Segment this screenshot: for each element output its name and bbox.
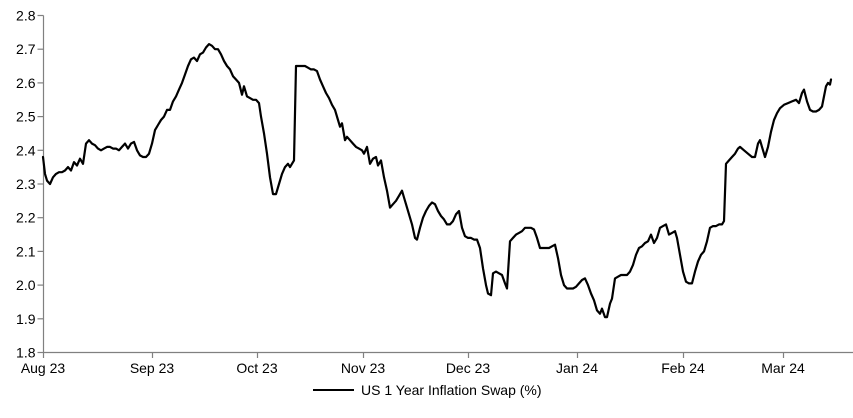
legend-line-icon <box>313 389 354 391</box>
y-tick-label: 1.8 <box>16 345 36 361</box>
legend: US 1 Year Inflation Swap (%) <box>313 382 542 398</box>
y-tick-label: 2.6 <box>16 75 36 91</box>
y-tick-label: 2.1 <box>16 243 36 259</box>
y-tick-label: 2.2 <box>16 210 36 226</box>
y-tick-label: 2.4 <box>16 142 36 158</box>
x-tick-label: Oct 23 <box>236 360 277 376</box>
legend-label: US 1 Year Inflation Swap (%) <box>361 382 542 398</box>
y-tick-label: 2.7 <box>16 41 36 57</box>
x-tick-label: Sep 23 <box>130 360 175 376</box>
x-tick-label: Feb 24 <box>661 360 705 376</box>
y-tick-label: 2.0 <box>16 277 36 293</box>
x-tick-label: Dec 23 <box>446 360 491 376</box>
y-tick-label: 2.5 <box>16 109 36 125</box>
y-tick-label: 2.3 <box>16 176 36 192</box>
x-tick-label: Jan 24 <box>556 360 598 376</box>
y-tick-label: 1.9 <box>16 311 36 327</box>
y-tick-label: 2.8 <box>16 8 36 24</box>
x-tick-label: Nov 23 <box>341 360 386 376</box>
x-tick-label: Aug 23 <box>21 360 66 376</box>
x-tick-label: Mar 24 <box>761 360 805 376</box>
series-line-us-1y-inflation-swap <box>41 43 833 319</box>
